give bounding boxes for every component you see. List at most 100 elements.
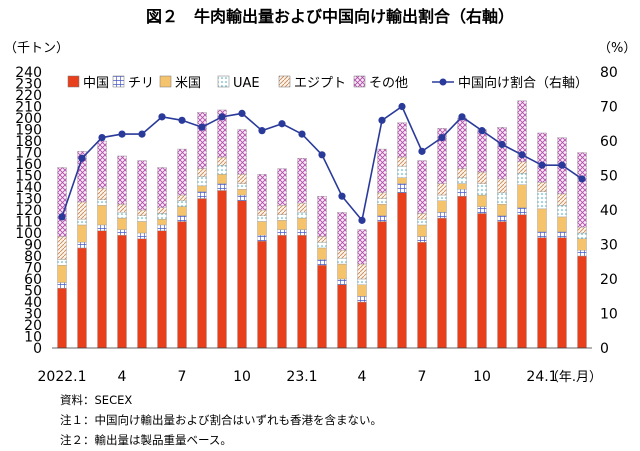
source-note: 資料：SECEX bbox=[60, 393, 133, 407]
x-axis: 2022.1 4 7 10 23.1 4 7 10 24.1 bbox=[38, 369, 558, 385]
bar-segment-usa bbox=[297, 217, 307, 230]
bar-segment-chile bbox=[237, 194, 247, 202]
share-point bbox=[158, 113, 166, 121]
left-tick-label: 80 bbox=[24, 249, 42, 265]
bar-segment-china bbox=[77, 247, 87, 349]
bar-segment-usa bbox=[477, 194, 487, 207]
share-point bbox=[118, 130, 126, 138]
legend-item-usa: 米国 bbox=[159, 75, 201, 91]
bar-segment-uae bbox=[357, 278, 367, 285]
bar-segment-egypt bbox=[197, 168, 207, 177]
share-point bbox=[358, 216, 366, 224]
bar-segment-other bbox=[457, 117, 467, 169]
bar-segment-uae bbox=[477, 183, 487, 196]
left-tick-label: 130 bbox=[15, 192, 42, 208]
bar-segment-egypt bbox=[57, 236, 67, 260]
bar-segment-egypt bbox=[497, 178, 507, 193]
right-tick-label: 10 bbox=[600, 307, 618, 323]
note-2: 注２：輸出量は製品重量ベース。 bbox=[60, 433, 232, 447]
bar-segment-uae bbox=[577, 232, 587, 239]
bar-segment-chile bbox=[97, 224, 107, 231]
bar-segment-chile bbox=[397, 183, 407, 193]
bar-segment-uae bbox=[297, 212, 307, 219]
x-tick-label: 7 bbox=[418, 369, 427, 385]
x-tick-label: 10 bbox=[473, 369, 491, 385]
bar-segment-other bbox=[297, 158, 307, 204]
share-point bbox=[518, 151, 526, 159]
bar-segment-uae bbox=[77, 218, 87, 226]
bar-segment-usa bbox=[417, 224, 427, 237]
bar-segment-egypt bbox=[117, 204, 127, 213]
left-tick-label: 90 bbox=[24, 238, 42, 254]
left-tick-label: 20 bbox=[24, 318, 42, 334]
bar-segment-other bbox=[137, 160, 147, 211]
bar-segment-egypt bbox=[457, 168, 467, 179]
bar-segment-uae bbox=[157, 213, 167, 220]
legend-item-china: 中国 bbox=[67, 75, 109, 91]
left-tick-label: 150 bbox=[15, 169, 42, 185]
right-tick-label: 60 bbox=[600, 134, 618, 150]
left-tick-label: 50 bbox=[24, 284, 42, 300]
share-point bbox=[278, 120, 286, 128]
bar-segment-other bbox=[497, 126, 507, 180]
left-axis: 0102030405060708090100110120130140150160… bbox=[15, 65, 42, 357]
left-tick-label: 120 bbox=[15, 203, 42, 219]
right-tick-label: 30 bbox=[600, 238, 618, 254]
left-axis-unit: （千トン） bbox=[4, 41, 69, 56]
bar-segment-chile bbox=[297, 229, 307, 236]
bar-segment-uae bbox=[377, 198, 387, 205]
bar-segment-china bbox=[377, 221, 387, 349]
left-tick-label: 240 bbox=[15, 65, 42, 81]
bar-segment-chile bbox=[277, 229, 287, 236]
bar-segment-other bbox=[377, 148, 387, 193]
bar-segment-usa bbox=[157, 218, 167, 226]
bar-segment-usa bbox=[197, 185, 207, 192]
bar-segment-other bbox=[97, 140, 107, 189]
share-point bbox=[178, 116, 186, 124]
bar-segment-other bbox=[357, 229, 367, 265]
share-point bbox=[418, 147, 426, 155]
bar-segment-uae bbox=[197, 176, 207, 187]
bar-segment-usa bbox=[377, 204, 387, 216]
bar-segment-egypt bbox=[157, 207, 167, 214]
bar-segment-china bbox=[277, 235, 287, 349]
bar-segment-egypt bbox=[77, 201, 87, 220]
bar-segment-uae bbox=[457, 177, 467, 184]
bar-segment-chile bbox=[337, 278, 347, 285]
bar-segment-china bbox=[57, 288, 67, 349]
bar-segment-egypt bbox=[557, 193, 567, 206]
bar-segment-other bbox=[197, 112, 207, 169]
x-tick-label: 10 bbox=[233, 369, 251, 385]
bar-segment-usa bbox=[317, 247, 327, 260]
bar-segment-other bbox=[417, 160, 427, 214]
bar-segment-chile bbox=[497, 215, 507, 222]
bar-segment-usa bbox=[57, 265, 67, 283]
bar-segment-chile bbox=[417, 236, 427, 243]
right-tick-label: 0 bbox=[600, 341, 609, 357]
left-tick-label: 140 bbox=[15, 180, 42, 196]
left-tick-label: 180 bbox=[15, 134, 42, 150]
bar-segment-usa bbox=[97, 205, 107, 226]
bar-segment-egypt bbox=[357, 263, 367, 280]
share-point bbox=[298, 130, 306, 138]
bar-segment-usa bbox=[497, 204, 507, 216]
share-point bbox=[218, 113, 226, 121]
bar-segment-egypt bbox=[217, 156, 227, 166]
bar-segment-china bbox=[97, 230, 107, 349]
x-tick-label: 7 bbox=[178, 369, 187, 385]
bar-segment-egypt bbox=[277, 205, 287, 215]
legend-label: 中国 bbox=[83, 76, 109, 91]
bar-segment-egypt bbox=[477, 171, 487, 184]
bar-segment-other bbox=[217, 109, 227, 158]
left-tick-label: 0 bbox=[33, 341, 42, 357]
bar-segment-uae bbox=[237, 183, 247, 190]
bar-segment-usa bbox=[117, 217, 127, 230]
right-tick-label: 80 bbox=[600, 65, 618, 81]
bar-segment-egypt bbox=[397, 156, 407, 167]
bar-segment-chile bbox=[457, 189, 467, 197]
share-point bbox=[378, 116, 386, 124]
bar-segment-chile bbox=[557, 231, 567, 238]
bar-segment-uae bbox=[517, 172, 527, 185]
bar-segment-usa bbox=[337, 263, 347, 280]
